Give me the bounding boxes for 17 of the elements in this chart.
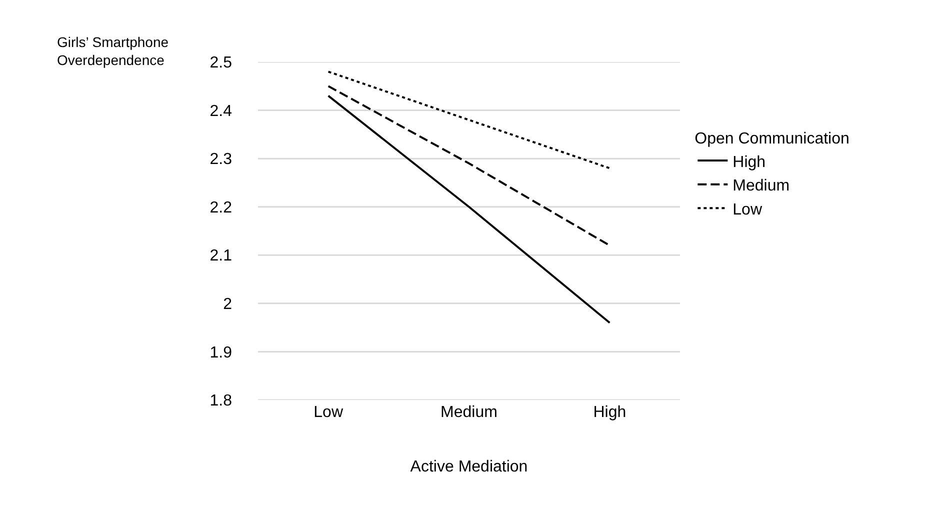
y-tick-label: 2 — [223, 296, 232, 314]
y-tick-label: 2.4 — [210, 102, 232, 120]
x-tick-label: Low — [314, 404, 344, 421]
y-tick-label: 2.2 — [210, 199, 232, 216]
y-tick-label: 2.5 — [210, 54, 232, 72]
legend-label: Low — [732, 201, 762, 218]
x-axis-title: Active Mediation — [410, 458, 528, 476]
y-tick-label: 2.3 — [210, 151, 232, 168]
x-tick-label: Medium — [440, 404, 498, 421]
x-tick-label: High — [593, 404, 626, 421]
y-tick-label: 1.8 — [210, 392, 232, 410]
y-tick-label: 2.1 — [210, 248, 232, 265]
legend-title: Open Communication — [694, 130, 850, 148]
legend-label: Medium — [732, 178, 790, 195]
y-axis-title: Girls’ Smartphone Overdependence — [57, 34, 169, 68]
y-tick-label: 1.9 — [210, 344, 232, 362]
legend-label: High — [732, 154, 766, 171]
